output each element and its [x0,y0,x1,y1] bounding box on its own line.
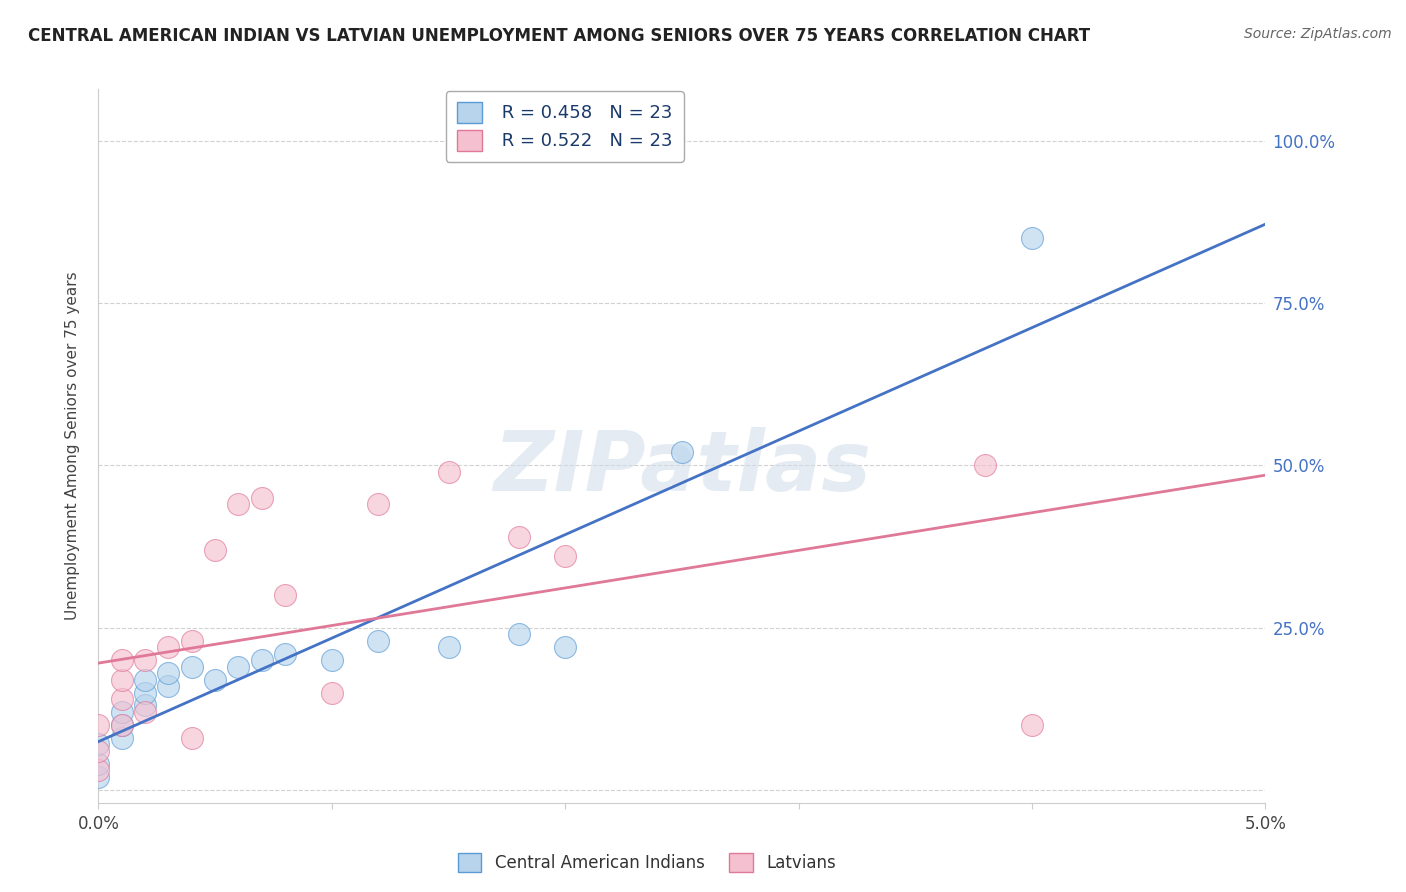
Point [111,705,134,719]
Point [134,685,156,699]
Point [508,530,530,544]
Point [554,640,576,654]
Point [367,633,389,648]
Point [157,679,180,693]
Point [87,718,110,732]
Text: CENTRAL AMERICAN INDIAN VS LATVIAN UNEMPLOYMENT AMONG SENIORS OVER 75 YEARS CORR: CENTRAL AMERICAN INDIAN VS LATVIAN UNEMP… [28,27,1090,45]
Point [204,542,226,557]
Point [554,549,576,564]
Y-axis label: Unemployment Among Seniors over 75 years: Unemployment Among Seniors over 75 years [65,272,80,620]
Point [134,673,156,687]
Point [228,659,250,673]
Point [250,491,273,505]
Point [87,764,110,778]
Point [157,666,180,681]
Point [111,718,134,732]
Point [180,633,202,648]
Point [87,738,110,752]
Point [111,692,134,706]
Point [321,653,343,667]
Legend: Central American Indians, Latvians: Central American Indians, Latvians [450,844,844,880]
Point [671,445,693,459]
Point [274,588,297,602]
Point [111,718,134,732]
Point [134,705,156,719]
Text: Source: ZipAtlas.com: Source: ZipAtlas.com [1244,27,1392,41]
Point [437,465,460,479]
Point [180,659,202,673]
Point [250,653,273,667]
Point [87,744,110,758]
Point [180,731,202,745]
Point [1021,718,1043,732]
Point [111,653,134,667]
Point [367,497,389,511]
Point [974,458,997,473]
Point [508,627,530,641]
Point [228,497,250,511]
Point [204,673,226,687]
Point [111,731,134,745]
Point [157,640,180,654]
Text: ZIPatlas: ZIPatlas [494,427,870,508]
Point [274,647,297,661]
Point [1021,231,1043,245]
Point [437,640,460,654]
Point [321,685,343,699]
Point [111,673,134,687]
Point [134,698,156,713]
Point [87,756,110,771]
Point [87,770,110,784]
Point [134,653,156,667]
